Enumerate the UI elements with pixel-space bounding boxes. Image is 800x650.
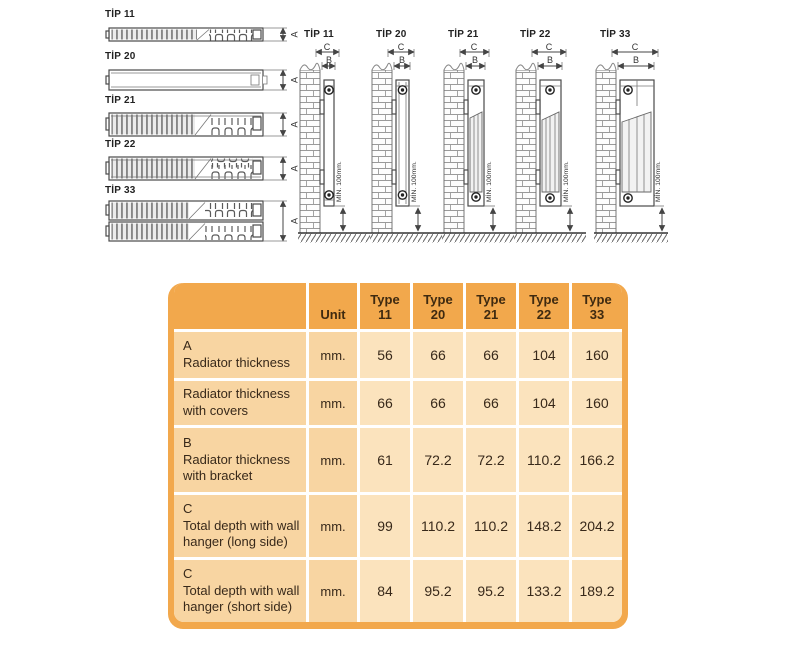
value-cell: 61 xyxy=(360,428,410,492)
side-view-tip20-label: TİP 20 xyxy=(376,29,407,40)
value-cell: 110.2 xyxy=(413,495,463,557)
side-view-tip20: TİP 20 C B MİN. 100mm. xyxy=(368,28,446,246)
header-type-11: Type 11 xyxy=(360,283,410,329)
top-view-tip21-drawing: A xyxy=(105,112,300,137)
row-label: Radiator thickness with covers xyxy=(174,381,306,425)
value-cell: 110.2 xyxy=(466,495,516,557)
value-cell: 99 xyxy=(360,495,410,557)
top-view-tip33: TİP 33 A xyxy=(105,184,300,246)
value-cell: 56 xyxy=(360,332,410,378)
value-cell: 95.2 xyxy=(466,560,516,622)
value-cell: 133.2 xyxy=(519,560,569,622)
value-cell: 95.2 xyxy=(413,560,463,622)
top-view-tip21-label: TİP 21 xyxy=(105,95,136,106)
side-view-tip11-label: TİP 11 xyxy=(304,29,334,40)
value-cell: 66 xyxy=(466,332,516,378)
dim-a-label: A xyxy=(290,121,300,127)
row-label: C Total depth with wall hanger (short si… xyxy=(174,560,306,622)
dim-c-label: C xyxy=(546,42,553,52)
header-unit: Unit xyxy=(309,283,357,329)
dim-a-label: A xyxy=(290,31,300,37)
dim-c-label: C xyxy=(471,42,478,52)
row-unit: mm. xyxy=(309,428,357,492)
value-cell: 66 xyxy=(466,381,516,425)
value-cell: 160 xyxy=(572,381,622,425)
side-view-tip21: TİP 21 C B MİN. 100mm. xyxy=(440,28,518,246)
side-view-tip21-label: TİP 21 xyxy=(448,29,479,40)
side-view-tip22-label: TİP 22 xyxy=(520,29,551,40)
header-type-20: Type 20 xyxy=(413,283,463,329)
top-view-tip11-drawing: A xyxy=(105,27,300,42)
header-type-33: Type 33 xyxy=(572,283,622,329)
dim-c-label: C xyxy=(398,42,405,52)
value-cell: 148.2 xyxy=(519,495,569,557)
min-clearance-label: MİN. 100mm. xyxy=(334,161,343,202)
value-cell: 66 xyxy=(360,381,410,425)
value-cell: 104 xyxy=(519,332,569,378)
side-view-tip33-drawing: C B MİN. 100mm. xyxy=(594,42,668,243)
top-view-tip20: TİP 20 A xyxy=(105,50,300,94)
row-unit: mm. xyxy=(309,495,357,557)
dimension-table: Unit Type 11 Type 20 Type 21 Type 22 Typ… xyxy=(168,283,628,629)
value-cell: 66 xyxy=(413,332,463,378)
side-view-tip33-label: TİP 33 xyxy=(600,29,631,40)
dim-a-label: A xyxy=(290,218,300,224)
row-unit: mm. xyxy=(309,560,357,622)
side-view-tip33: TİP 33 C B MİN. 100mm. xyxy=(592,28,670,246)
value-cell: 204.2 xyxy=(572,495,622,557)
header-corner-cell xyxy=(174,283,306,329)
value-cell: 104 xyxy=(519,381,569,425)
dim-b-label: B xyxy=(547,55,553,65)
top-view-tip33-drawing: A xyxy=(105,200,300,242)
dim-c-label: C xyxy=(632,42,639,52)
side-view-tip22: TİP 22 C B MİN. 100mm. xyxy=(512,28,590,246)
top-view-tip33-label: TİP 33 xyxy=(105,185,136,196)
row-unit: mm. xyxy=(309,381,357,425)
value-cell: 160 xyxy=(572,332,622,378)
side-view-tip11-drawing: C B MİN. 100mm. xyxy=(298,42,370,243)
min-clearance-label: MİN. 100mm. xyxy=(409,161,418,202)
side-view-tip20-drawing: C B MİN. 100mm. xyxy=(370,42,442,243)
value-cell: 66 xyxy=(413,381,463,425)
top-view-tip22-drawing: A xyxy=(105,156,300,181)
dim-a-label: A xyxy=(290,165,300,171)
side-view-tip22-drawing: C B MİN. 100mm. xyxy=(514,42,586,243)
top-view-tip11-label: TİP 11 xyxy=(105,9,135,20)
top-view-tip22-label: TİP 22 xyxy=(105,139,136,150)
min-clearance-label: MİN. 100mm. xyxy=(653,161,662,202)
row-label: B Radiator thickness with bracket xyxy=(174,428,306,492)
min-clearance-label: MİN. 100mm. xyxy=(484,161,493,202)
row-unit: mm. xyxy=(309,332,357,378)
top-view-tip11: TİP 11 A xyxy=(105,8,300,48)
top-view-tip20-label: TİP 20 xyxy=(105,51,136,62)
value-cell: 72.2 xyxy=(413,428,463,492)
side-view-tip11: TİP 11 C B MİN. 100mm. xyxy=(296,28,374,246)
dim-a-label: A xyxy=(290,77,300,83)
dim-c-label: C xyxy=(324,42,331,52)
top-view-tip20-drawing: A xyxy=(105,69,300,91)
value-cell: 84 xyxy=(360,560,410,622)
dim-b-label: B xyxy=(399,55,405,65)
value-cell: 72.2 xyxy=(466,428,516,492)
value-cell: 189.2 xyxy=(572,560,622,622)
row-label: C Total depth with wall hanger (long sid… xyxy=(174,495,306,557)
header-type-22: Type 22 xyxy=(519,283,569,329)
value-cell: 166.2 xyxy=(572,428,622,492)
dim-b-label: B xyxy=(472,55,478,65)
value-cell: 110.2 xyxy=(519,428,569,492)
row-label: A Radiator thickness xyxy=(174,332,306,378)
top-view-tip21: TİP 21 A xyxy=(105,94,300,140)
side-view-tip21-drawing: C B MİN. 100mm. xyxy=(442,42,514,243)
header-type-21: Type 21 xyxy=(466,283,516,329)
top-view-tip22: TİP 22 A xyxy=(105,138,300,184)
dim-b-label: B xyxy=(633,55,639,65)
dimension-table-grid: Unit Type 11 Type 20 Type 21 Type 22 Typ… xyxy=(174,283,622,622)
dim-b-label: B xyxy=(326,55,332,65)
min-clearance-label: MİN. 100mm. xyxy=(561,161,570,202)
